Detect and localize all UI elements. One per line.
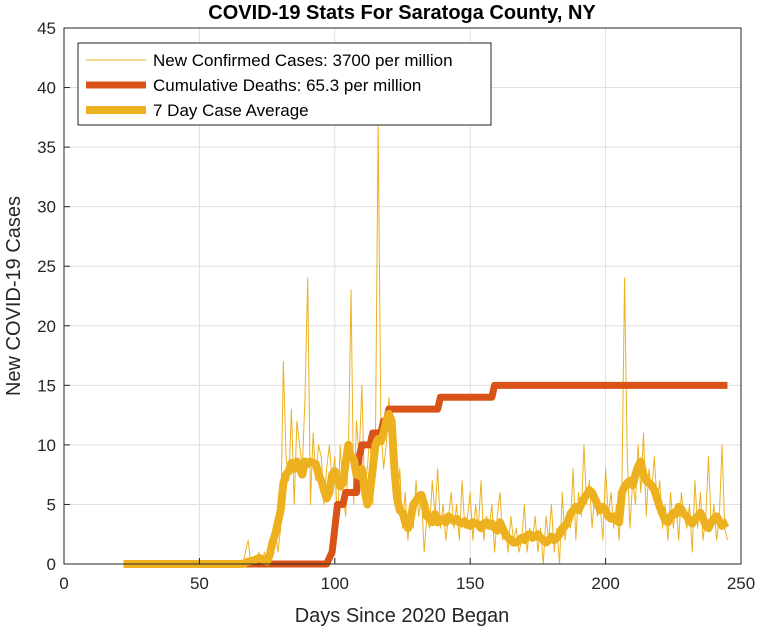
plot-frame: [63, 27, 742, 565]
legend-label-7-day-average: 7 Day Case Average: [153, 101, 309, 120]
chart-title: COVID-19 Stats For Saratoga County, NY: [208, 2, 596, 24]
y-tick-label: 0: [47, 555, 56, 574]
x-tick-label: 0: [59, 574, 68, 593]
x-axis-label: Days Since 2020 Began: [295, 605, 510, 627]
y-tick-label: 15: [37, 376, 56, 395]
x-tick-label: 200: [591, 574, 619, 593]
y-tick-label: 45: [37, 19, 56, 38]
legend-label-new-cases: New Confirmed Cases: 3700 per million: [153, 51, 453, 70]
y-tick-label: 25: [37, 257, 56, 276]
y-tick-label: 40: [37, 79, 56, 98]
series-7-day-average: [123, 409, 730, 568]
series-layer: [123, 122, 730, 568]
legend: New Confirmed Cases: 3700 per million Cu…: [77, 42, 492, 126]
y-tick-label: 30: [37, 198, 56, 217]
y-axis-label: New COVID-19 Cases: [3, 196, 25, 396]
ticks: 0 50 100 150 200 250 0 5 10 15 20 25 30 35 40 45: [37, 19, 755, 593]
legend-box: [77, 42, 492, 126]
y-tick-label: 35: [37, 138, 56, 157]
x-tick-label: 250: [727, 574, 755, 593]
x-tick-label: 50: [190, 574, 209, 593]
series-cumulative-deaths: [123, 381, 728, 568]
y-tick-label: 5: [47, 495, 56, 514]
x-tick-label: 150: [456, 574, 484, 593]
y-tick-label: 20: [37, 317, 56, 336]
legend-label-cumulative-deaths: Cumulative Deaths: 65.3 per million: [153, 76, 421, 95]
y-tick-label: 10: [37, 436, 56, 455]
x-tick-label: 100: [321, 574, 349, 593]
